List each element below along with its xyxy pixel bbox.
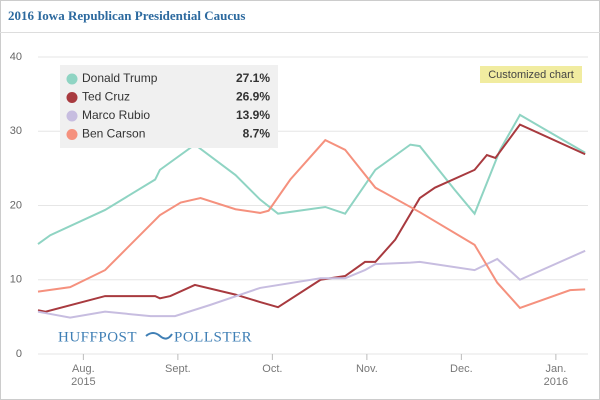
legend-value: 13.9%	[236, 108, 270, 122]
legend-value: 26.9%	[236, 90, 270, 104]
legend-marker	[66, 92, 78, 103]
x-tick-label: Dec.	[450, 363, 473, 375]
legend-label: Marco Rubio	[82, 108, 150, 122]
legend-marker	[66, 73, 78, 85]
y-tick-label: 30	[10, 125, 22, 137]
y-tick-label: 20	[10, 199, 22, 211]
legend: Donald Trump 27.1% Ted Cruz 26.9% Marco Rubi…	[60, 65, 278, 148]
x-tick-label: Sept.	[165, 363, 191, 375]
legend-label: Donald Trump	[82, 71, 158, 85]
series-line	[37, 113, 586, 245]
legend-box	[60, 65, 278, 148]
annotation-box	[480, 66, 582, 83]
y-tick-label: 0	[16, 348, 22, 360]
x-tick-label: Aug. 2015	[71, 363, 96, 388]
logo-glyph	[145, 332, 173, 340]
annotation: Customized chart	[488, 69, 574, 81]
y-tick-label: 10	[10, 274, 22, 286]
logo-text: HUFFPOST	[58, 329, 137, 345]
legend-label: Ted Cruz	[82, 90, 130, 104]
chart-title: 2016 Iowa Republican Presidential Caucus	[8, 8, 245, 23]
legend-value: 27.1%	[236, 71, 270, 85]
legend-marker	[66, 129, 78, 140]
logo-text: POLLSTER	[174, 329, 252, 345]
x-tick-label: Jan. 2016	[543, 363, 569, 388]
series-line	[37, 138, 586, 310]
x-tick-label: Oct.	[262, 363, 283, 375]
x-tick-label: Nov.	[355, 363, 378, 375]
series-line	[37, 249, 586, 319]
legend-label: Ben Carson	[82, 127, 145, 141]
legend-marker	[66, 110, 78, 122]
y-tick-label: 40	[10, 51, 22, 63]
legend-value: 8.7%	[243, 127, 271, 141]
